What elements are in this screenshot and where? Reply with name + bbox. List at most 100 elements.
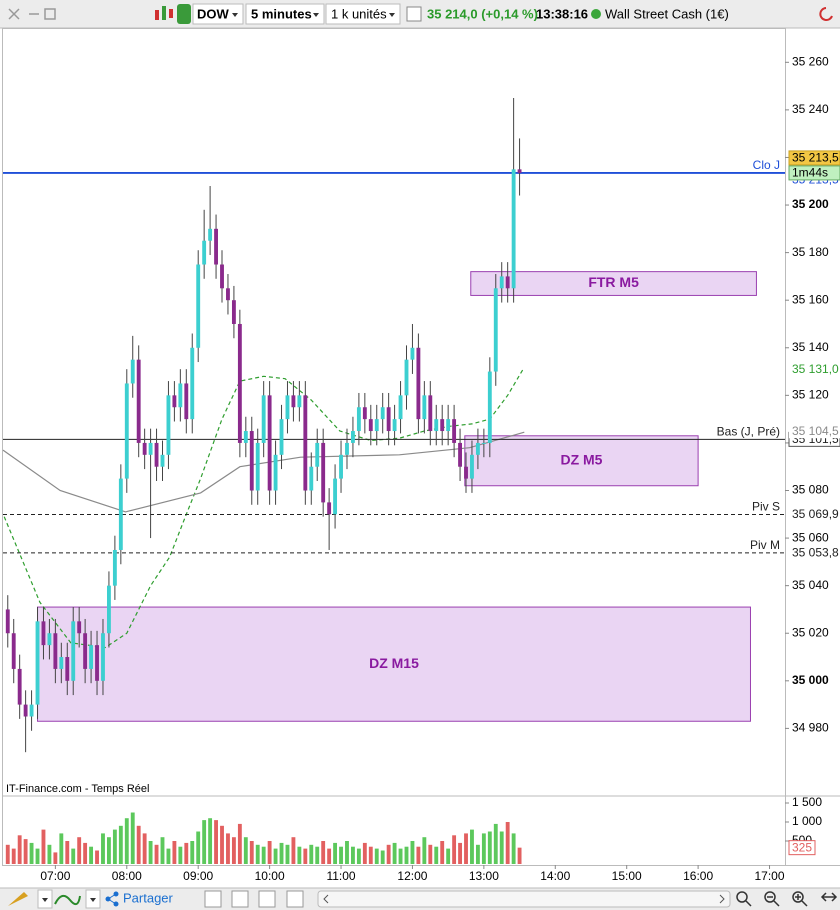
volume-bar <box>404 846 409 864</box>
candle-body <box>309 466 314 491</box>
volume-value: 325 <box>792 840 812 854</box>
window-controls[interactable] <box>8 8 56 20</box>
volume-bar <box>77 837 82 864</box>
volume-bar <box>53 852 58 864</box>
y-tick-label: 35 080 <box>792 483 829 497</box>
volume-bar <box>166 848 171 864</box>
candle-body <box>47 633 52 646</box>
candle-body <box>470 454 474 479</box>
volume-bar <box>208 818 213 864</box>
volume-bar <box>333 842 338 864</box>
dropdown-arrow <box>42 898 48 902</box>
volume-bar <box>470 829 474 864</box>
volume-bar <box>434 846 439 864</box>
chart-type-icon[interactable] <box>155 4 191 24</box>
candle-body <box>71 621 76 681</box>
symbol-select[interactable] <box>192 3 244 25</box>
y-tick-label: 35 160 <box>792 292 829 306</box>
zone-label: FTR M5 <box>588 274 639 290</box>
volume-tick-label: 1 500 <box>792 795 822 809</box>
candle-body <box>374 419 379 432</box>
size-select[interactable] <box>325 3 401 25</box>
candle-body <box>261 395 266 443</box>
volume-bar <box>226 833 230 864</box>
indicator-tool[interactable] <box>54 894 81 906</box>
candle-body <box>422 395 427 420</box>
volume-bar <box>101 833 105 864</box>
volume-bar <box>65 841 70 864</box>
volume-bar <box>398 848 403 864</box>
icon[interactable] <box>258 890 276 908</box>
candle-body <box>172 395 177 408</box>
candle-body <box>220 264 224 289</box>
candle-body <box>279 419 284 455</box>
candle-body <box>106 585 111 634</box>
zone-label: DZ M5 <box>560 451 602 467</box>
candle-body <box>505 276 510 289</box>
x-tick-label: 12:00 <box>397 869 427 883</box>
volume-bar <box>351 846 355 864</box>
volume-tick-label: 1 000 <box>792 814 822 828</box>
candle-body <box>83 633 88 669</box>
volume-bar <box>297 846 302 864</box>
candle-body <box>440 419 445 432</box>
volume-bar <box>481 833 486 864</box>
candle-body <box>273 454 278 491</box>
volume-bar <box>112 829 117 864</box>
x-tick-label: 16:00 <box>683 869 713 883</box>
x-tick-label: 15:00 <box>612 869 642 883</box>
volume-bar <box>422 837 427 864</box>
y-tick-label: 35 040 <box>792 578 829 592</box>
level-label: Bas (J, Pré) <box>717 425 780 439</box>
candle-body <box>297 395 302 408</box>
candle-body <box>446 419 451 432</box>
instrument: Wall Street Cash (1€) <box>605 6 729 21</box>
icon[interactable] <box>286 890 304 908</box>
volume-bar <box>255 844 260 864</box>
volume-bar <box>440 841 445 864</box>
zoom-tools[interactable] <box>736 891 838 907</box>
last-price: 35 213,5 <box>792 151 839 165</box>
draw-tool[interactable] <box>8 892 28 906</box>
y-tick-label: 35 200 <box>792 197 829 211</box>
candle-body <box>118 478 123 550</box>
candle-body <box>5 609 10 634</box>
volume-bar <box>172 841 177 864</box>
volume-bar <box>362 842 367 864</box>
candle-body <box>237 323 242 443</box>
refresh-icon[interactable] <box>819 7 833 21</box>
volume-bar <box>59 833 64 864</box>
volume-bar <box>374 848 379 864</box>
candle-body <box>184 383 189 420</box>
icon[interactable] <box>231 890 249 908</box>
dropdown-arrow <box>313 13 319 17</box>
candle-body <box>154 442 159 467</box>
icon[interactable] <box>204 890 222 908</box>
timer: 1m44s <box>792 166 828 180</box>
size: 1 k unités <box>331 6 387 21</box>
candle-body <box>368 419 373 432</box>
last-price-box <box>788 150 840 166</box>
icon[interactable] <box>406 6 422 22</box>
dropdown-arrow <box>232 13 238 17</box>
scrollbar[interactable] <box>317 890 731 908</box>
volume-bar <box>386 844 391 864</box>
x-tick-label: 17:00 <box>755 869 785 883</box>
share-button[interactable]: Partager <box>105 890 174 907</box>
volume-bar <box>118 825 123 864</box>
x-tick-label: 14:00 <box>540 869 570 883</box>
volume-bar <box>273 848 278 864</box>
interval-select[interactable] <box>245 3 325 25</box>
candle-body <box>475 442 480 455</box>
y-tick-label: 35 060 <box>792 530 829 544</box>
volume-bar <box>309 844 314 864</box>
volume-bar <box>416 846 421 864</box>
candle-body <box>166 395 171 455</box>
volume-value-box <box>788 840 816 856</box>
volume-bar <box>29 842 34 864</box>
scroll-arrows[interactable] <box>323 894 725 904</box>
y-tick-label: 35 020 <box>792 625 829 639</box>
volume-bar <box>35 848 40 864</box>
volume-bar <box>267 841 272 864</box>
volume-bar <box>368 846 373 864</box>
